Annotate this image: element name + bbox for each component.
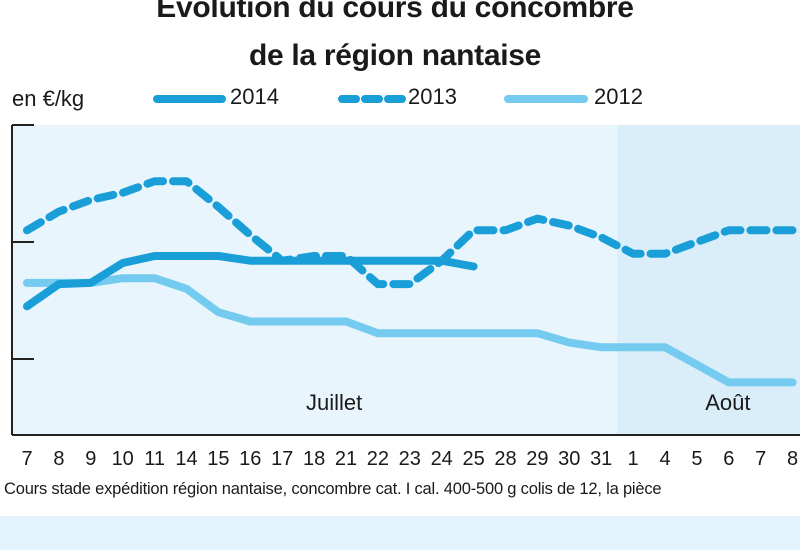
x-tick-label: 10 bbox=[112, 448, 134, 470]
series-line-2012 bbox=[23, 274, 797, 387]
x-tick-label: 23 bbox=[399, 448, 421, 470]
x-tick-label: 11 bbox=[144, 448, 165, 470]
x-tick-label: 18 bbox=[303, 448, 325, 470]
month-label-aout: Août bbox=[705, 390, 750, 415]
x-tick-label: 28 bbox=[494, 448, 516, 470]
x-tick-label: 29 bbox=[526, 448, 548, 470]
x-tick-label: 30 bbox=[558, 448, 580, 470]
chart-title-line2: de la région nantaise bbox=[248, 39, 542, 72]
x-tick-label: 21 bbox=[335, 448, 357, 470]
bottom-band bbox=[0, 516, 800, 550]
x-tick-label: 6 bbox=[723, 448, 734, 470]
x-tick-label: 16 bbox=[239, 448, 261, 470]
series-line-2014 bbox=[23, 252, 478, 311]
x-tick-label: 14 bbox=[175, 448, 197, 470]
series-line-2013 bbox=[23, 177, 797, 289]
x-tick-label: 25 bbox=[462, 448, 484, 470]
plot-background-aout bbox=[617, 125, 800, 435]
x-tick-label: 5 bbox=[691, 448, 702, 470]
x-tick-label: 7 bbox=[21, 448, 32, 470]
x-tick-label: 31 bbox=[590, 448, 612, 470]
chart-caption: Cours stade expédition région nantaise, … bbox=[4, 480, 662, 498]
legend-label-2012: 2012 bbox=[594, 84, 643, 109]
x-tick-label: 1 bbox=[628, 448, 639, 470]
x-tick-label: 8 bbox=[53, 448, 64, 470]
x-tick-label: 24 bbox=[431, 448, 453, 470]
month-label-juillet: Juillet bbox=[306, 390, 362, 415]
x-tick-label: 7 bbox=[755, 448, 766, 470]
y-axis-unit: en €/kg bbox=[12, 86, 85, 111]
x-tick-label: 9 bbox=[85, 448, 96, 470]
legend-label-2014: 2014 bbox=[230, 84, 279, 109]
chart-title-line1: Évolution du cours du concombre bbox=[156, 0, 634, 24]
legend-label-2013: 2013 bbox=[408, 84, 457, 109]
x-tick-label: 17 bbox=[271, 448, 293, 470]
x-tick-label: 4 bbox=[659, 448, 670, 470]
x-tick-label: 8 bbox=[787, 448, 798, 470]
x-tick-label: 22 bbox=[367, 448, 389, 470]
x-tick-label: 15 bbox=[207, 448, 229, 470]
